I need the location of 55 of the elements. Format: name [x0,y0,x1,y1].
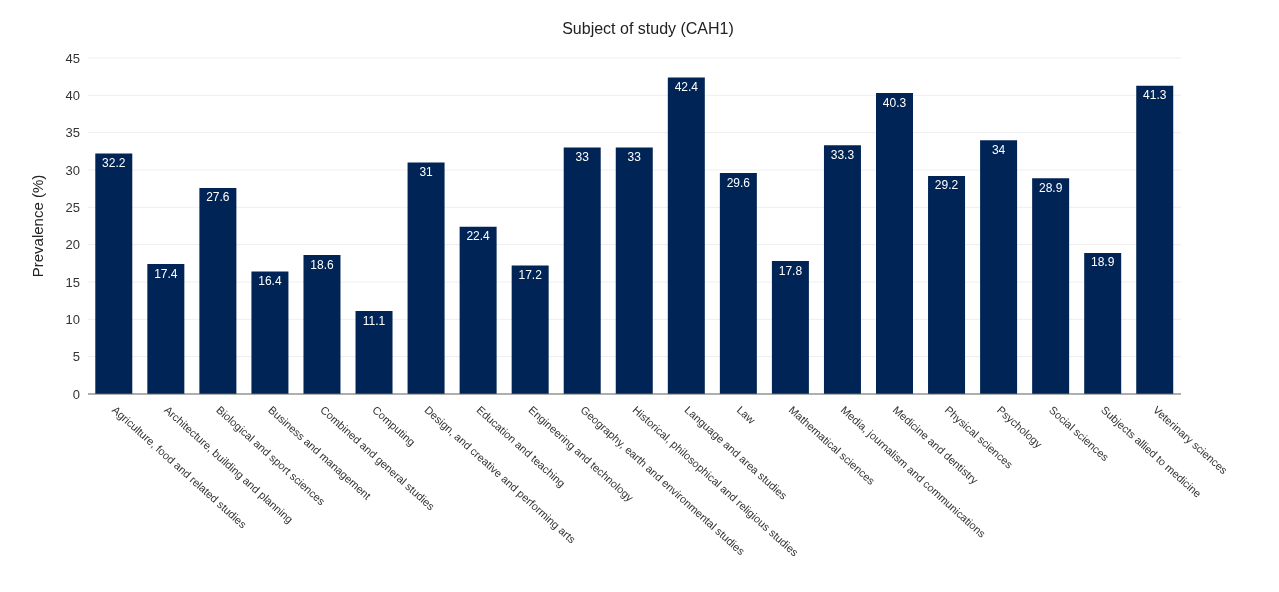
data-label: 11.1 [362,313,386,328]
y-tick-label: 25 [65,199,80,215]
data-label: 17.2 [518,268,543,283]
bar [511,265,549,394]
y-tick-label: 40 [65,87,80,103]
data-label: 42.4 [674,79,699,94]
data-label: 32.2 [102,156,126,171]
bar [928,175,966,394]
y-tick-label: 30 [65,162,80,178]
bar [980,140,1018,394]
bar [719,172,757,394]
y-tick-label: 15 [65,274,80,290]
bar [147,264,185,394]
bar [563,147,601,394]
bar [771,261,809,394]
data-label: 16.4 [258,274,282,289]
bar [355,311,393,394]
bar [95,153,133,394]
data-label: 17.8 [778,263,803,278]
data-label: 28.9 [1038,180,1063,195]
bar [1032,178,1070,394]
y-tick-label: 35 [65,125,80,141]
bar [407,162,445,394]
data-label: 29.6 [726,175,751,190]
bar [1136,85,1174,394]
data-label: 41.3 [1143,88,1167,103]
y-tick-label: 20 [65,237,80,253]
data-label: 18.6 [310,257,334,272]
chart-title: Subject of study (CAH1) [562,20,734,37]
bar [876,93,913,394]
data-label: 27.6 [206,190,230,205]
data-label: 22.4 [466,229,491,244]
y-tick-label: 0 [72,386,80,402]
data-label: 29.2 [934,178,959,193]
y-tick-label: 45 [65,50,80,66]
data-label: 18.9 [1091,255,1115,270]
x-tick-label: Law [734,403,758,426]
bar [667,77,705,394]
data-label: 31 [419,165,434,180]
y-tick-label: 5 [72,349,80,365]
bar [199,187,237,394]
data-label: 33 [575,150,590,165]
data-label: 33 [627,150,642,165]
bar [615,147,653,394]
bar [251,271,289,394]
y-axis-title: Prevalence (%) [29,174,47,278]
bar [823,145,861,394]
data-label: 33.3 [830,147,855,162]
bar [459,226,497,394]
data-label: 17.4 [154,266,178,281]
data-label: 34 [991,142,1006,157]
y-tick-label: 10 [65,311,80,327]
data-label: 40.3 [882,95,907,110]
bar [303,255,341,394]
bar [1084,252,1122,394]
